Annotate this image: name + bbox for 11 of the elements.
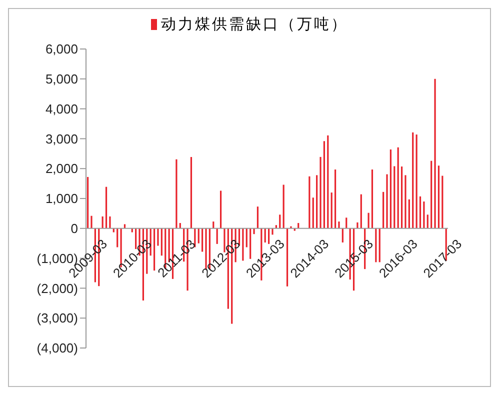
- y-tick-label: 4,000: [45, 101, 78, 116]
- y-tick-label: (3,000): [36, 310, 78, 326]
- y-tick-label: 0: [70, 221, 78, 236]
- y-tick-label: (2,000): [36, 280, 78, 296]
- y-tick-label: 3,000: [45, 131, 78, 146]
- y-tick-label: 1,000: [45, 191, 78, 206]
- y-tick-label: 5,000: [45, 72, 78, 87]
- y-tick-label: 2,000: [45, 161, 78, 176]
- y-tick-label: 6,000: [45, 42, 78, 57]
- y-tick-label: (4,000): [36, 340, 78, 356]
- legend-label: 动力煤供需缺口（万吨）: [161, 14, 348, 34]
